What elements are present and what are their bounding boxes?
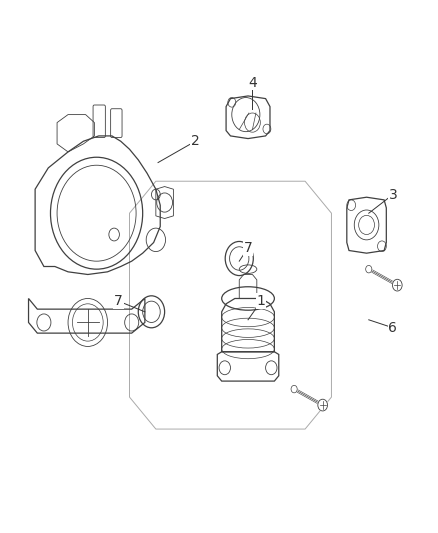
- Circle shape: [392, 279, 401, 291]
- Text: 7: 7: [114, 294, 123, 308]
- Text: 2: 2: [191, 134, 199, 148]
- Circle shape: [290, 385, 297, 393]
- Circle shape: [317, 399, 327, 411]
- Circle shape: [365, 265, 371, 273]
- Text: 6: 6: [388, 321, 396, 335]
- Text: 1: 1: [256, 294, 265, 308]
- Text: 4: 4: [247, 76, 256, 90]
- Text: 7: 7: [243, 241, 252, 255]
- Text: 3: 3: [388, 188, 396, 201]
